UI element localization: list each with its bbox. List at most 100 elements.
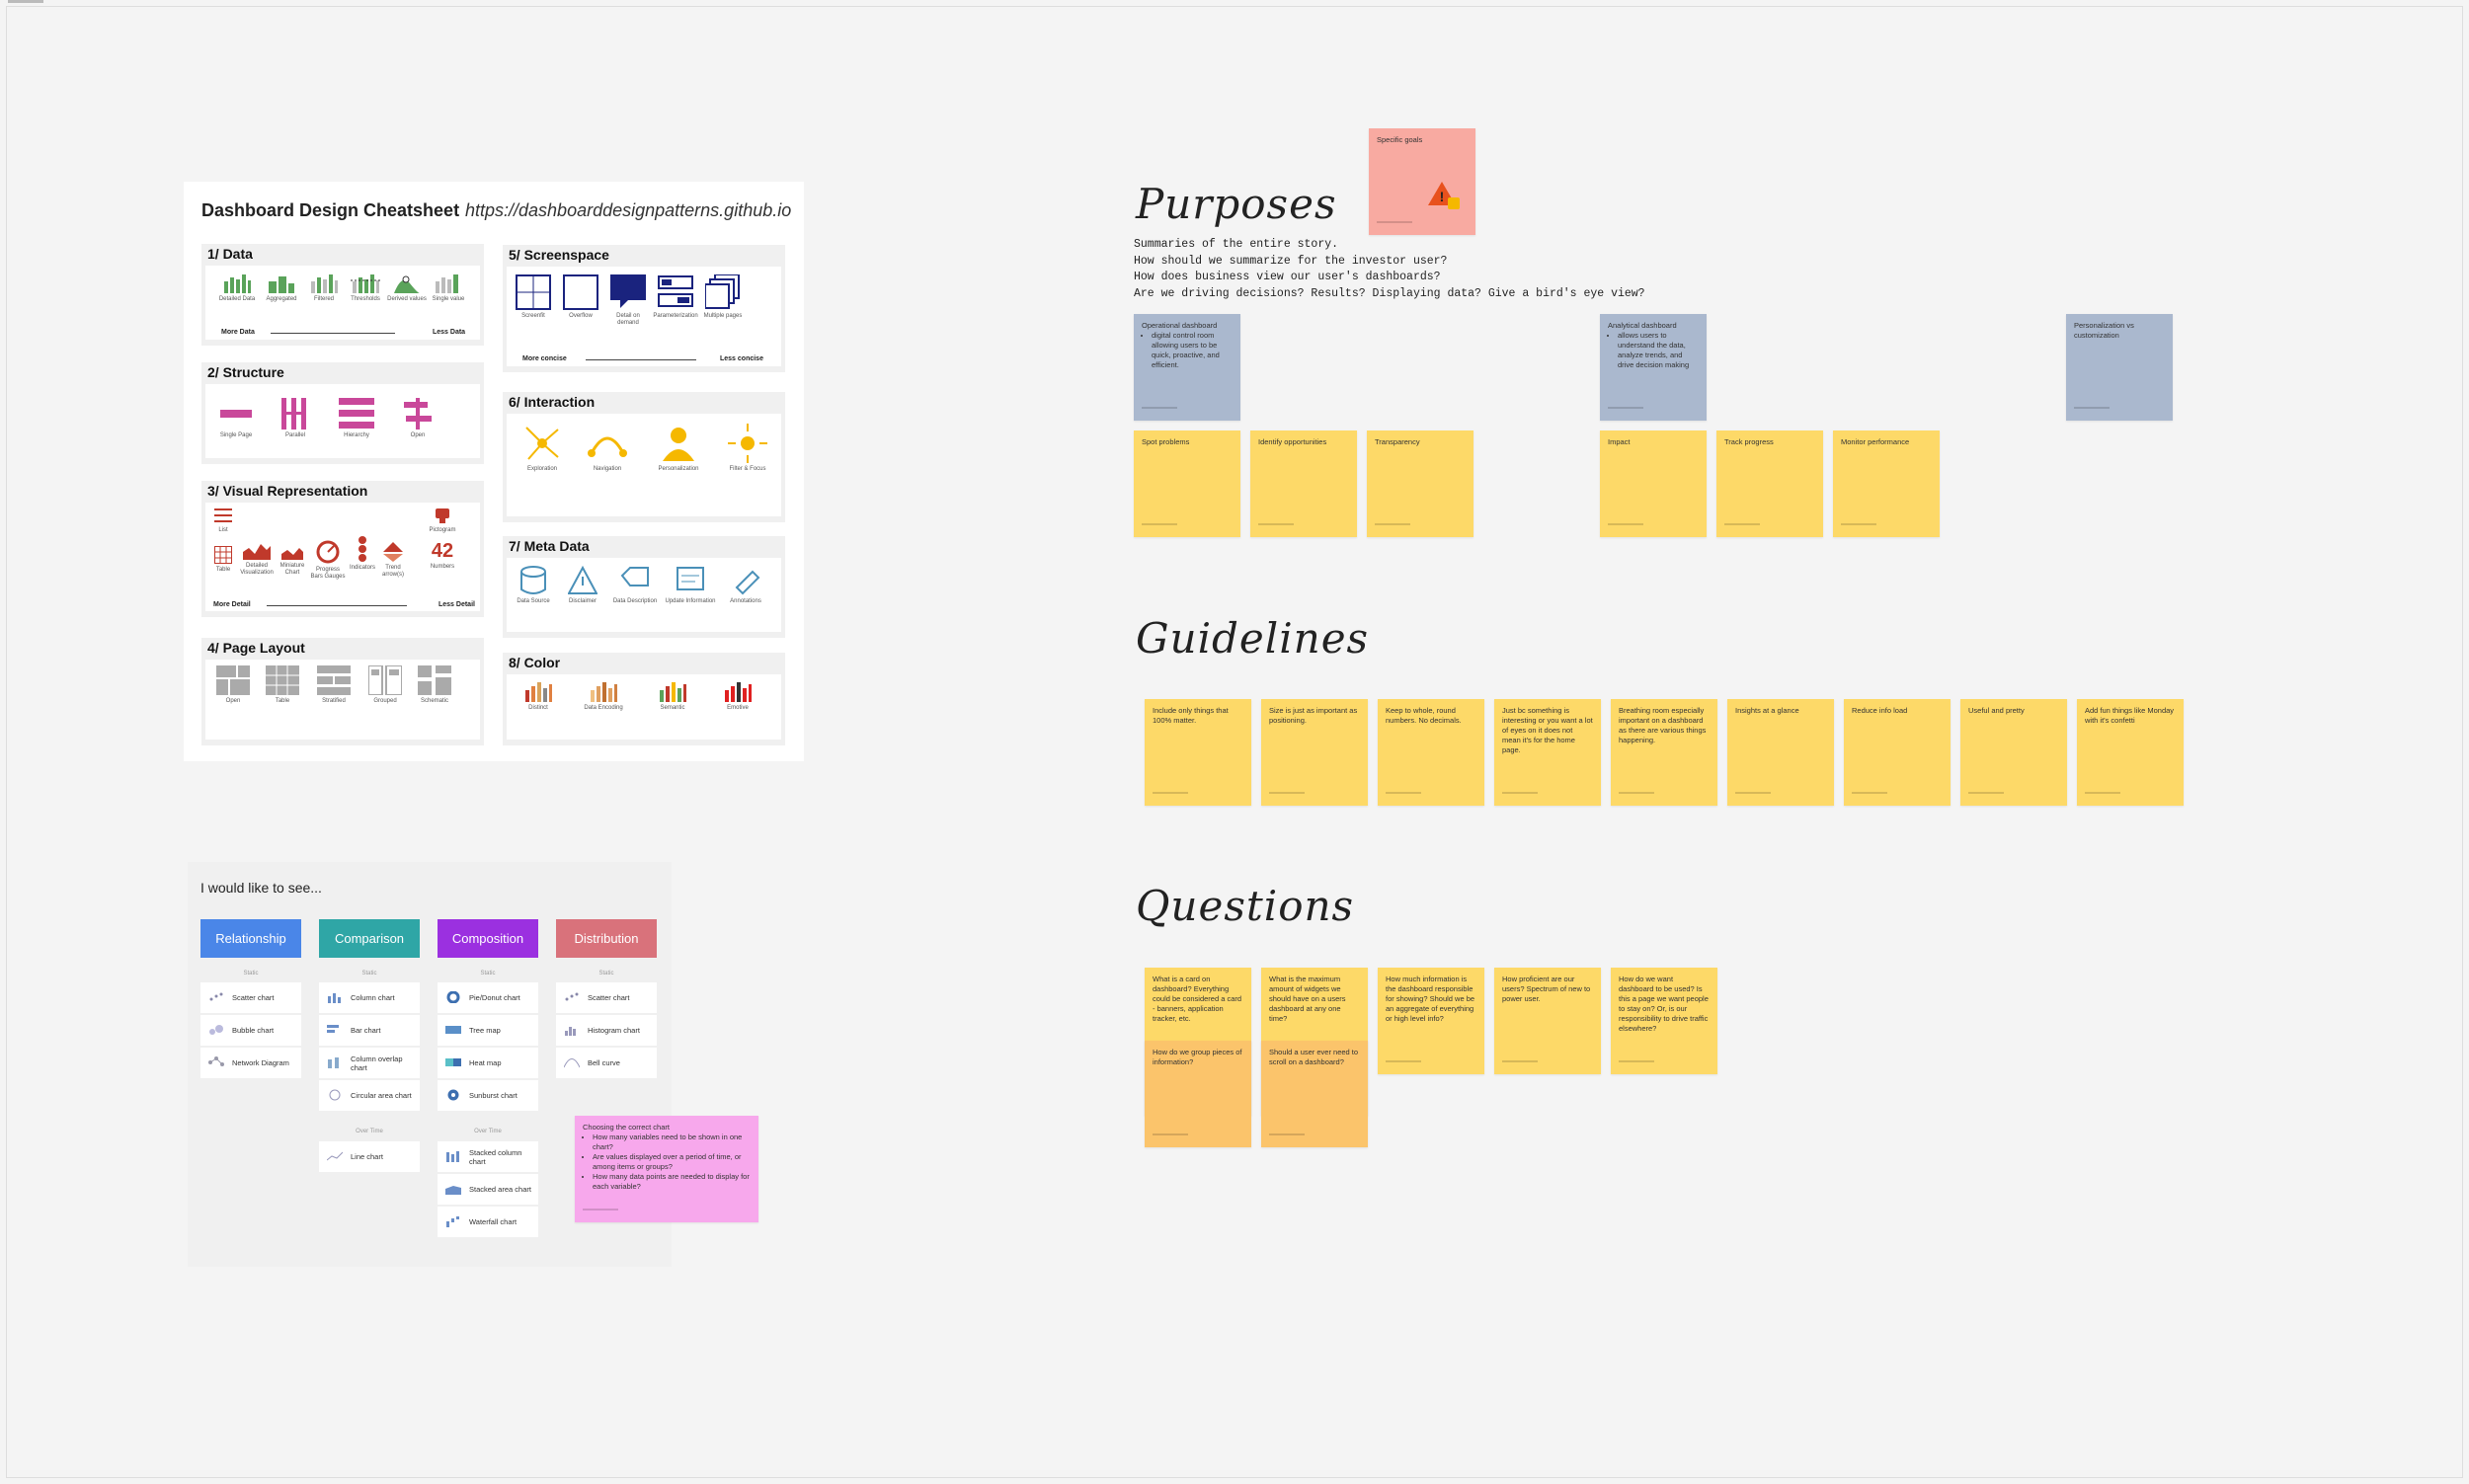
option-column-chart[interactable]: Column chart: [319, 982, 420, 1013]
note-author: [1269, 1133, 1305, 1135]
section-title: 1/ Data: [207, 246, 253, 262]
option-sunburst-chart[interactable]: Sunburst chart: [438, 1080, 538, 1111]
sticky-note-guideline[interactable]: Reduce info load: [1844, 699, 1951, 806]
sticky-note-transparency[interactable]: Transparency: [1367, 430, 1473, 537]
option-histogram-chart[interactable]: Histogram chart: [556, 1015, 657, 1046]
option-bubble-chart[interactable]: Bubble chart: [200, 1015, 301, 1046]
note-author: [1968, 792, 2004, 794]
circular-area-icon: [327, 1089, 343, 1101]
scale-less: Less Data: [433, 329, 466, 336]
option-line-chart[interactable]: Line chart: [319, 1141, 420, 1172]
sticky-note-personalization[interactable]: Personalization vs customization: [2066, 314, 2173, 421]
stacked-area-icon: [445, 1183, 461, 1195]
sticky-note-guideline[interactable]: Just bc something is interesting or you …: [1494, 699, 1601, 806]
section-title: 5/ Screenspace: [509, 247, 609, 263]
section-title: 4/ Page Layout: [207, 640, 305, 656]
scale-less: Less Detail: [438, 601, 475, 608]
bar-chart-icon: [327, 1024, 343, 1036]
sticky-note-question-orange[interactable]: Should a user ever need to scroll on a d…: [1261, 1041, 1368, 1147]
note-author: [1619, 792, 1654, 794]
color-encoding-icon: Data Encoding: [580, 680, 627, 712]
sticky-note-guideline[interactable]: Insights at a glance: [1727, 699, 1834, 806]
option-pie-donut-chart[interactable]: Pie/Donut chart: [438, 982, 538, 1013]
category-relationship[interactable]: Relationship: [200, 919, 301, 958]
screenfit-icon: Screenfit: [511, 274, 556, 320]
scale-more: More Data: [221, 329, 255, 336]
option-bell-curve[interactable]: Bell curve: [556, 1048, 657, 1078]
section-screenspace: 5/ Screenspace Screenfit Overflow Detail…: [503, 245, 785, 372]
option-scatter-chart[interactable]: Scatter chart: [200, 982, 301, 1013]
sticky-note-question[interactable]: How much information is the dashboard re…: [1378, 968, 1484, 1074]
sticky-note-question[interactable]: How proficient are our users? Spectrum o…: [1494, 968, 1601, 1074]
color-emotive-icon: Emotive: [714, 680, 761, 712]
sticky-note-guideline[interactable]: Keep to whole, round numbers. No decimal…: [1378, 699, 1484, 806]
list-icon: List: [209, 507, 237, 534]
sticky-note-question[interactable]: How do we want dashboard to be used? Is …: [1611, 968, 1717, 1074]
over-time-label: Over Time: [356, 1129, 383, 1134]
note-author: [1841, 523, 1876, 525]
option-waterfall-chart[interactable]: Waterfall chart: [438, 1207, 538, 1237]
layout-open-icon: Open: [211, 665, 255, 705]
note-author: [1502, 792, 1538, 794]
sticky-note-guideline[interactable]: Include only things that 100% matter.: [1145, 699, 1251, 806]
sticky-note-operational[interactable]: Operational dashboard digital control ro…: [1134, 314, 1240, 421]
option-bar-chart[interactable]: Bar chart: [319, 1015, 420, 1046]
sticky-note-guideline[interactable]: Breathing room especially important on a…: [1611, 699, 1717, 806]
parallel-icon: Parallel: [273, 398, 318, 439]
column-overlap-icon: [327, 1056, 343, 1068]
option-network-diagram[interactable]: Network Diagram: [200, 1048, 301, 1078]
board-frame: [6, 6, 2463, 1478]
note-author: [1608, 523, 1643, 525]
gauge-icon: Progress Bars Gauges: [310, 540, 346, 580]
sticky-note-guideline[interactable]: Size is just as important as positioning…: [1261, 699, 1368, 806]
overflow-icon: Overflow: [558, 274, 603, 320]
waterfall-icon: [445, 1215, 461, 1227]
note-author: [1608, 407, 1643, 409]
exploration-icon: Exploration: [515, 424, 570, 473]
note-author: [2085, 792, 2120, 794]
sticky-note-impact[interactable]: Impact: [1600, 430, 1707, 537]
option-column-overlap-chart[interactable]: Column overlap chart: [319, 1048, 420, 1078]
note-author: [1724, 523, 1760, 525]
option-heat-map[interactable]: Heat map: [438, 1048, 538, 1078]
option-tree-map[interactable]: Tree map: [438, 1015, 538, 1046]
section-structure: 2/ Structure Single Page Parallel Hierar…: [201, 362, 484, 464]
warning-icon: !: [1428, 180, 1460, 212]
sticky-note-guideline[interactable]: Useful and pretty: [1960, 699, 2067, 806]
static-label: Static: [243, 971, 259, 976]
svg-text:!: !: [1440, 189, 1445, 204]
navigation-icon: Navigation: [580, 424, 635, 473]
note-bullets: How many variables need to be shown in o…: [593, 1133, 751, 1192]
sticky-note-analytical[interactable]: Analytical dashboard allows users to und…: [1600, 314, 1707, 421]
option-dist-scatter-chart[interactable]: Scatter chart: [556, 982, 657, 1013]
sticky-note-spot-problems[interactable]: Spot problems: [1134, 430, 1240, 537]
category-composition[interactable]: Composition: [438, 919, 538, 958]
sticky-note-choosing-chart[interactable]: Choosing the correct chart How many vari…: [575, 1116, 758, 1222]
option-circular-area-chart[interactable]: Circular area chart: [319, 1080, 420, 1111]
data-filtered-icon: Filtered: [304, 272, 344, 303]
category-distribution[interactable]: Distribution: [556, 919, 657, 958]
section-title: 7/ Meta Data: [509, 538, 590, 554]
note-author: [1142, 523, 1177, 525]
scroll-indicator[interactable]: [8, 0, 43, 3]
option-stacked-area-chart[interactable]: Stacked area chart: [438, 1174, 538, 1205]
hierarchy-icon: Hierarchy: [334, 398, 379, 439]
scatter-icon: [208, 991, 224, 1003]
sticky-note-guideline[interactable]: Add fun things like Monday with it's con…: [2077, 699, 2184, 806]
filter-focus-icon: Filter & Focus: [720, 424, 775, 473]
cheatsheet-image[interactable]: Dashboard Design Cheatsheet https://dash…: [184, 182, 804, 761]
option-stacked-column-chart[interactable]: Stacked column chart: [438, 1141, 538, 1172]
section-interaction: 6/ Interaction Exploration Navigation Pe…: [503, 392, 785, 522]
network-icon: [208, 1056, 224, 1068]
sticky-note-monitor-performance[interactable]: Monitor performance: [1833, 430, 1940, 537]
sticky-note-identify-opportunities[interactable]: Identify opportunities: [1250, 430, 1357, 537]
sticky-note-specific-goals[interactable]: Specific goals !: [1369, 128, 1475, 235]
section-visual-representation: 3/ Visual Representation List Table Deta…: [201, 481, 484, 617]
annotations-icon: Annotations: [720, 566, 771, 605]
sticky-note-track-progress[interactable]: Track progress: [1716, 430, 1823, 537]
note-author: [1735, 792, 1771, 794]
sticky-note-question-orange[interactable]: How do we group pieces of information?: [1145, 1041, 1251, 1147]
data-thresholds-icon: Thresholds: [346, 272, 385, 303]
category-comparison[interactable]: Comparison: [319, 919, 420, 958]
